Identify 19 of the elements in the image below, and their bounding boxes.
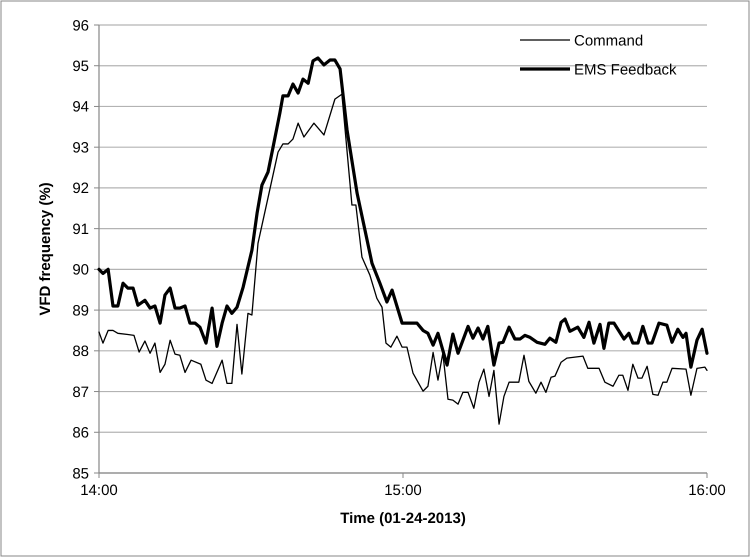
y-tick-label: 85 bbox=[72, 465, 89, 482]
y-tick-label: 95 bbox=[72, 58, 89, 75]
y-axis-title: VFD frequency (%) bbox=[37, 182, 54, 316]
x-tick-label: 14:00 bbox=[80, 482, 118, 499]
y-tick-label: 93 bbox=[72, 139, 89, 156]
y-tick-label: 86 bbox=[72, 424, 89, 442]
y-tick-label: 89 bbox=[72, 302, 89, 320]
y-tick-label: 96 bbox=[72, 17, 89, 34]
legend-label: Command bbox=[574, 32, 644, 50]
x-tick-label: 15:00 bbox=[384, 482, 422, 499]
y-tick-label: 91 bbox=[72, 220, 89, 238]
legend-label: EMS Feedback bbox=[574, 61, 678, 78]
x-axis-title: Time (01-24-2013) bbox=[340, 510, 466, 527]
y-tick-label: 94 bbox=[72, 98, 89, 116]
y-tick-label: 90 bbox=[72, 262, 89, 279]
y-tick-label: 92 bbox=[72, 180, 89, 198]
y-tick-label: 87 bbox=[72, 384, 89, 401]
x-tick-label: 16:00 bbox=[688, 482, 726, 499]
y-tick-label: 88 bbox=[72, 343, 89, 360]
